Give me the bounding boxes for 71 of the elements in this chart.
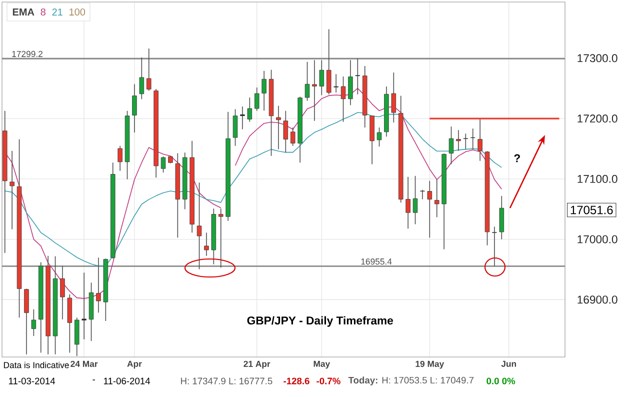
text: H: 17347.9 L: 16777.5 — [181, 378, 272, 384]
candlestick — [290, 127, 296, 146]
text: 8 — [40, 8, 46, 16]
text: -0.7% — [316, 378, 340, 384]
legend-title: EMA — [12, 8, 34, 16]
candlestick — [96, 257, 101, 314]
y-tick-label: 17000.0 — [578, 235, 618, 244]
x-tick-label: 21 Apr — [244, 360, 270, 369]
annotation: ? — [514, 154, 520, 162]
candlestick — [448, 126, 454, 165]
candlestick — [204, 232, 209, 256]
candlestick — [434, 178, 440, 218]
candlestick — [326, 28, 332, 95]
candlestick — [376, 127, 382, 147]
candlestick — [276, 105, 281, 150]
candlestick — [196, 182, 202, 270]
candlestick — [31, 308, 36, 336]
candlestick — [24, 288, 29, 355]
x-tick-label: 24 Mar — [70, 360, 98, 367]
candlestick — [427, 180, 432, 238]
y-tick-label: 17200.0 — [578, 114, 618, 123]
legend-label: 100 — [70, 8, 86, 16]
text: -128.6 — [284, 378, 310, 384]
candlestick — [247, 97, 252, 122]
candlestick — [312, 60, 317, 122]
candlestick — [319, 60, 324, 96]
candlestick — [406, 176, 410, 229]
text: Today: H: 17053.5 L: 17049.7 — [348, 376, 474, 386]
x-tick-label: 19 May — [416, 360, 444, 369]
text: GBP/JPY - Daily Timeframe — [247, 316, 393, 327]
candlestick — [456, 130, 461, 152]
candlestick — [463, 133, 468, 150]
candlestick — [492, 226, 497, 266]
candlestick — [340, 76, 346, 122]
text: 17051.6 — [570, 206, 613, 214]
candlestick — [348, 60, 353, 106]
candlestick — [412, 175, 418, 225]
text: 21 — [52, 8, 62, 16]
x-tick-label: Apr — [127, 360, 142, 369]
candlestick — [60, 266, 65, 320]
candlestick — [499, 196, 504, 240]
text: 11-03-2014 — [8, 378, 56, 384]
ref-line-label: 16955.4 — [361, 258, 392, 265]
candlestick — [334, 74, 338, 93]
text: 11-06-2014 — [104, 378, 150, 384]
candlestick — [391, 72, 396, 123]
candlestick — [82, 272, 86, 340]
candlestick — [355, 58, 360, 95]
candlestick — [304, 61, 310, 102]
candlestick — [232, 108, 238, 146]
text: 0.0 0% — [486, 378, 516, 384]
y-tick-label: 17100.0 — [578, 174, 618, 183]
candlestick — [160, 156, 166, 173]
text: Data is Indicative — [4, 362, 69, 368]
candlestick — [254, 87, 260, 112]
candlestick — [118, 145, 122, 172]
candlestick — [10, 150, 14, 230]
candlestick — [262, 70, 266, 112]
candlestick — [218, 208, 224, 268]
candlestick — [283, 110, 288, 153]
candlestick — [240, 106, 245, 130]
x-tick-label: May — [314, 360, 330, 369]
candlestick — [139, 57, 144, 100]
candlestick — [420, 189, 425, 200]
candlestick — [132, 84, 137, 133]
ref-line-label: 17299.2 — [12, 50, 42, 58]
y-tick-label: 16900.0 — [578, 296, 618, 304]
y-tick-label: 17300.0 — [578, 54, 618, 62]
candlestick — [470, 128, 476, 150]
candlestick — [146, 48, 152, 92]
x-tick-label: Jun — [501, 360, 516, 367]
